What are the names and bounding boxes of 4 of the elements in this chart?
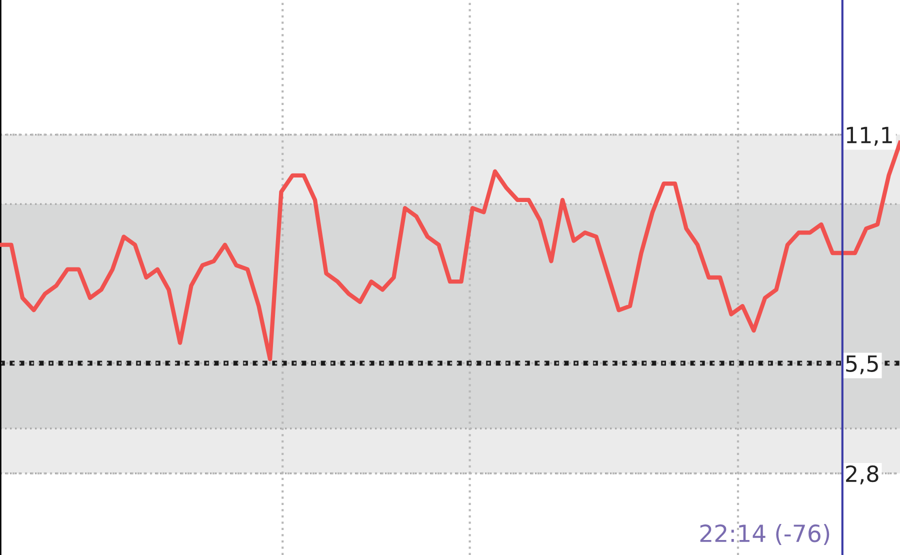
annotation: 22:14 (-76) [700,524,830,546]
y-tick-label: 5,5 [846,355,878,374]
y-tick-label: 11,1 [846,126,892,146]
y-tick-label: 2,8 [846,465,878,484]
